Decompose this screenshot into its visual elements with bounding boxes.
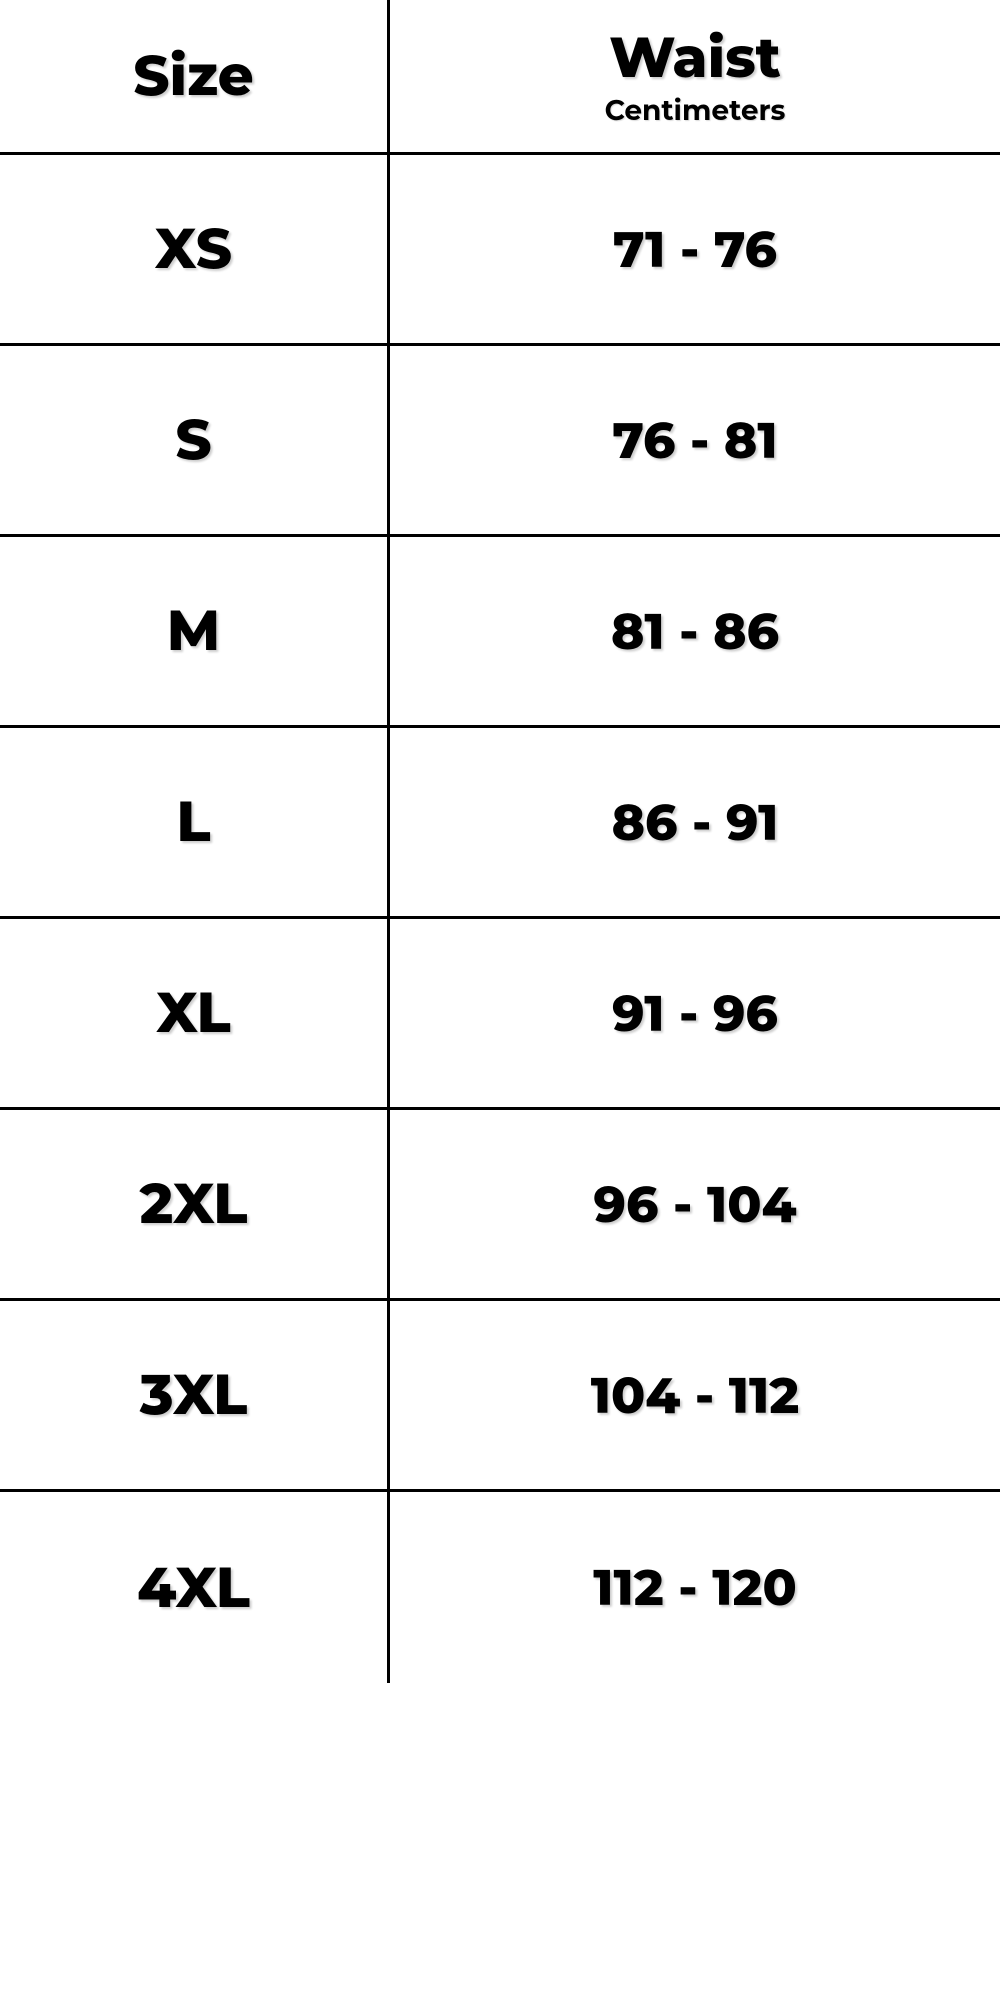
header-waist-label: Waist [609,24,781,92]
waist-value: 104 - 112 [591,1365,799,1426]
table-row: 2XL 96 - 104 [0,1110,1000,1301]
table-row: XS 71 - 76 [0,155,1000,346]
table-row: XL 91 - 96 [0,919,1000,1110]
size-value: 3XL [140,1361,248,1429]
cell-waist: 104 - 112 [390,1301,1000,1489]
cell-size: XL [0,919,390,1107]
cell-size: XS [0,155,390,343]
header-cell-waist: Waist Centimeters [390,0,1000,152]
waist-value: 86 - 91 [612,792,779,853]
table-row: L 86 - 91 [0,728,1000,919]
size-value: 4XL [137,1554,250,1622]
cell-waist: 86 - 91 [390,728,1000,916]
waist-value: 76 - 81 [612,410,777,471]
table-row: 3XL 104 - 112 [0,1301,1000,1492]
cell-size: M [0,537,390,725]
cell-size: S [0,346,390,534]
size-chart-table: Size Waist Centimeters XS 71 - 76 S 76 -… [0,0,1000,2000]
table-row: 4XL 112 - 120 [0,1492,1000,1683]
cell-size: 4XL [0,1492,390,1683]
table-row: S 76 - 81 [0,346,1000,537]
cell-waist: 91 - 96 [390,919,1000,1107]
waist-value: 91 - 96 [612,983,778,1044]
cell-waist: 81 - 86 [390,537,1000,725]
cell-size: 3XL [0,1301,390,1489]
waist-value: 81 - 86 [611,601,779,662]
size-value: 2XL [140,1170,248,1238]
cell-waist: 96 - 104 [390,1110,1000,1298]
waist-value: 71 - 76 [613,219,777,280]
size-value: XS [155,215,232,283]
size-value: XL [156,979,230,1047]
waist-value: 96 - 104 [594,1174,797,1235]
size-value: M [167,597,220,665]
cell-size: L [0,728,390,916]
header-size-label: Size [133,42,254,110]
size-value: L [176,788,210,856]
cell-waist: 112 - 120 [390,1492,1000,1683]
cell-waist: 71 - 76 [390,155,1000,343]
waist-value: 112 - 120 [593,1557,796,1618]
size-value: S [175,406,211,474]
header-cell-size: Size [0,0,390,152]
cell-size: 2XL [0,1110,390,1298]
table-row: M 81 - 86 [0,537,1000,728]
cell-waist: 76 - 81 [390,346,1000,534]
table-header-row: Size Waist Centimeters [0,0,1000,155]
header-waist-subtitle: Centimeters [605,94,786,128]
